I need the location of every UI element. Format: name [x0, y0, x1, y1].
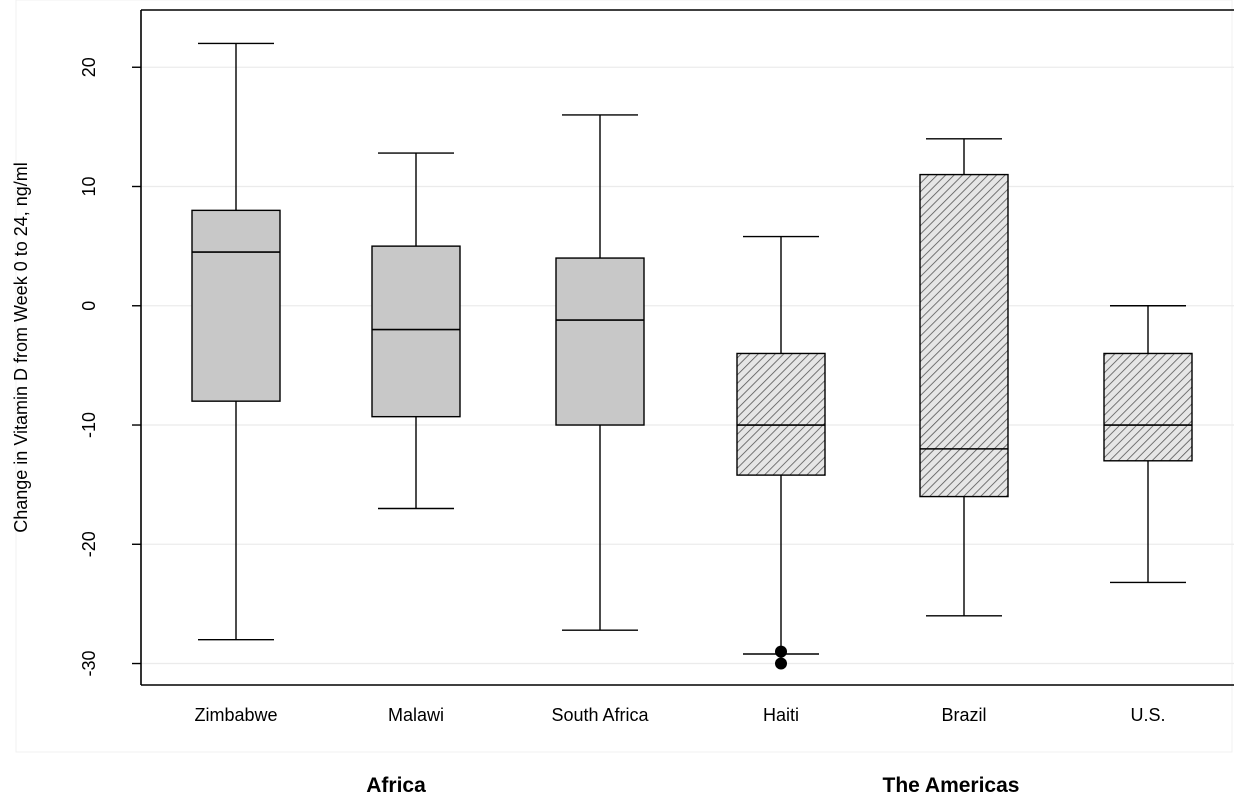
x-category-label: South Africa	[551, 705, 649, 725]
iqr-box	[1103, 352, 1193, 462]
x-category-label: Zimbabwe	[194, 705, 277, 725]
outlier-point	[775, 645, 787, 658]
y-tick-label: 20	[79, 57, 99, 77]
y-axis-title: Change in Vitamin D from Week 0 to 24, n…	[11, 162, 31, 533]
group-label: The Americas	[883, 774, 1020, 797]
box-zimbabwe	[191, 42, 281, 641]
boxes	[191, 42, 1193, 670]
box-malawi	[371, 152, 461, 510]
iqr-box	[371, 245, 461, 418]
box-haiti	[736, 235, 826, 670]
y-tick-label: -30	[79, 651, 99, 677]
y-tick-label: -10	[79, 412, 99, 438]
iqr-box	[191, 209, 281, 402]
y-tick-label: 0	[79, 301, 99, 311]
labels: 20 10 0 -10 -20 -30 Change in Vitamin D from W…	[11, 57, 1166, 797]
group-label: Africa	[366, 774, 426, 797]
x-category-label: Haiti	[763, 705, 799, 725]
grid-lines	[141, 66, 1234, 665]
outlier-point	[775, 657, 787, 670]
x-category-label: Brazil	[941, 705, 986, 725]
y-tick-label: -20	[79, 531, 99, 557]
box-brazil	[919, 138, 1009, 617]
x-category-label: Malawi	[388, 705, 444, 725]
iqr-box	[555, 257, 645, 426]
x-category-label: U.S.	[1130, 705, 1165, 725]
y-tick-label: 10	[79, 176, 99, 196]
box-u-s-	[1103, 305, 1193, 584]
iqr-box	[919, 173, 1009, 498]
iqr-box	[736, 352, 826, 476]
axes	[132, 9, 1234, 686]
box-south-africa	[555, 114, 645, 631]
